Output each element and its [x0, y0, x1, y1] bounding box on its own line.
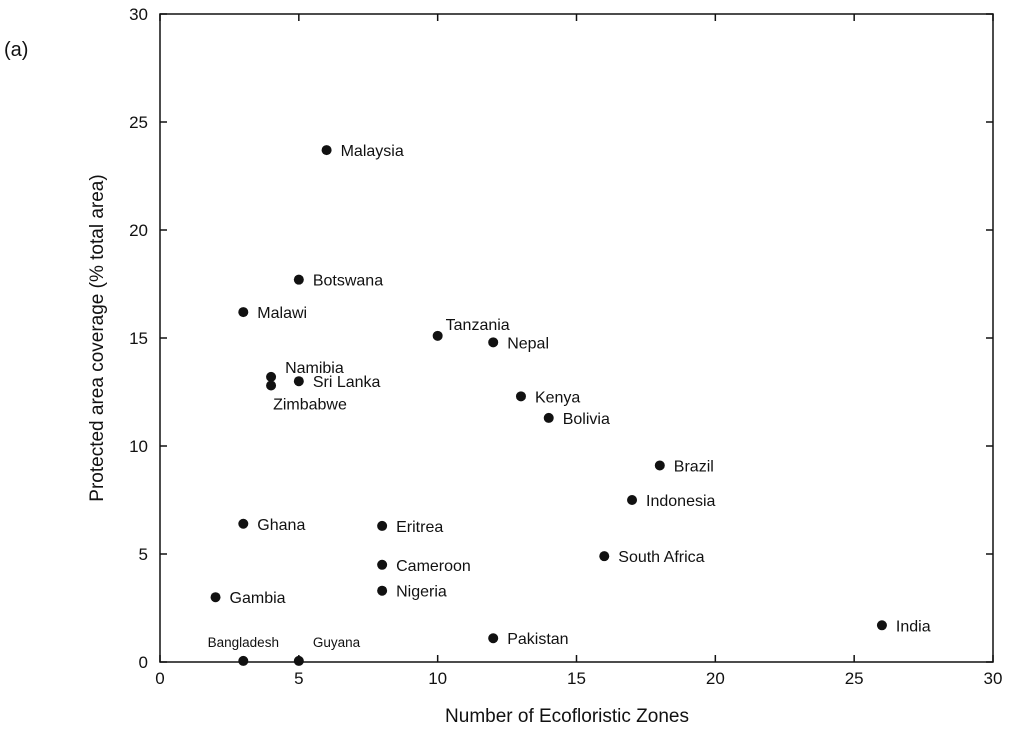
point-label: Malawi [257, 305, 307, 322]
point-label: Pakistan [507, 631, 568, 648]
point-label: Indonesia [646, 493, 715, 510]
x-axis: 0 5 10 15 20 25 30 [155, 14, 1002, 688]
data-point [543, 412, 554, 423]
data-point [238, 655, 249, 666]
data-point [238, 307, 249, 318]
data-point [488, 633, 499, 644]
x-tick-label: 20 [706, 669, 725, 688]
data-point [210, 592, 221, 603]
data-point [293, 655, 304, 666]
panel-label: (a) [4, 39, 28, 61]
data-point [293, 274, 304, 285]
data-point [876, 620, 887, 631]
point-label: Botswana [313, 273, 383, 290]
data-point [432, 330, 443, 341]
point-label: Guyana [313, 635, 361, 650]
point-label: Kenya [535, 389, 580, 406]
x-axis-title: Number of Ecofloristic Zones [445, 706, 689, 727]
point-label: Sri Lanka [313, 374, 381, 391]
point-label: Namibia [285, 360, 344, 377]
data-point [599, 551, 610, 562]
y-axis-title: Protected area coverage (% total area) [87, 174, 108, 501]
point-label: India [896, 618, 931, 635]
y-tick-label: 20 [129, 221, 148, 240]
data-point [293, 376, 304, 387]
y-tick-label: 15 [129, 329, 148, 348]
data-point [266, 371, 277, 382]
x-tick-label: 5 [294, 669, 303, 688]
data-point [321, 145, 332, 156]
point-label: Eritrea [396, 519, 443, 536]
data-point [488, 337, 499, 348]
data-point [515, 391, 526, 402]
point-label: Nigeria [396, 584, 447, 601]
point-label: South Africa [618, 549, 704, 566]
x-tick-label: 15 [567, 669, 586, 688]
y-tick-label: 0 [139, 653, 148, 672]
point-label: Tanzania [446, 317, 510, 334]
x-tick-label: 10 [428, 669, 447, 688]
point-label: Malaysia [341, 143, 404, 160]
data-point [377, 585, 388, 596]
point-label: Bolivia [563, 411, 610, 428]
y-tick-label: 30 [129, 5, 148, 24]
y-axis: 0 5 10 15 20 25 30 [129, 5, 993, 672]
x-tick-label: 30 [984, 669, 1003, 688]
x-tick-label: 0 [155, 669, 164, 688]
y-tick-label: 5 [139, 545, 148, 564]
data-point [654, 460, 665, 471]
data-point [377, 559, 388, 570]
point-label: Cameroon [396, 558, 471, 575]
point-label: Nepal [507, 335, 549, 352]
data-point [266, 380, 277, 391]
point-label: Zimbabwe [273, 397, 347, 414]
data-point [238, 518, 249, 529]
point-label: Bangladesh [208, 635, 279, 650]
y-tick-label: 25 [129, 113, 148, 132]
y-tick-label: 10 [129, 437, 148, 456]
point-label: Gambia [230, 590, 286, 607]
data-point [377, 520, 388, 531]
point-label: Ghana [257, 517, 305, 534]
data-point [627, 495, 638, 505]
x-tick-label: 25 [845, 669, 864, 688]
plot-frame [159, 13, 994, 663]
point-label: Brazil [674, 458, 714, 475]
